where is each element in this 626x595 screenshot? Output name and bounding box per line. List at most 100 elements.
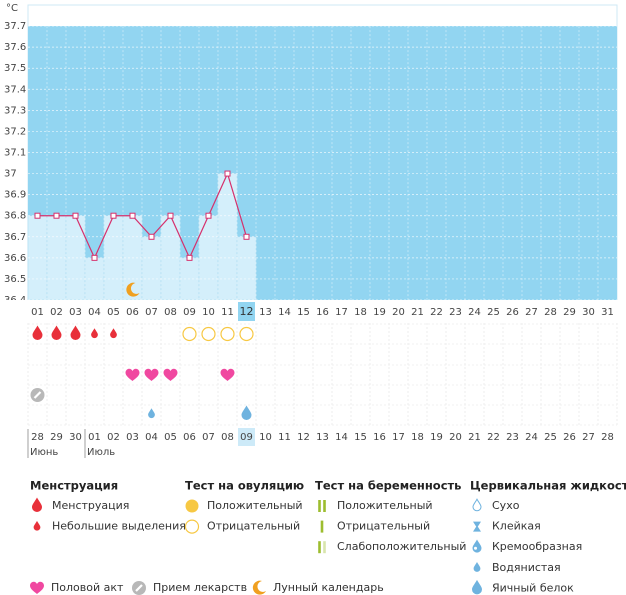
cycle-day-label: 18: [411, 432, 424, 443]
cycle-day-label: 04: [145, 432, 158, 443]
x-tick-label: 31: [601, 307, 614, 318]
legend-label: Небольшие выделения: [52, 520, 186, 533]
pill-stripe: [33, 391, 42, 399]
heart: [163, 368, 178, 381]
cycle-day-label: 20: [449, 432, 462, 443]
cycle-day-label: 29: [50, 432, 63, 443]
legend-title: Менструация: [30, 479, 118, 493]
x-tick-label: 24: [468, 307, 481, 318]
temperature-point: [91, 254, 98, 261]
x-tick-label: 03: [69, 307, 82, 318]
ring: [184, 519, 200, 534]
legend-label: Положительный: [207, 499, 303, 512]
drop: [70, 325, 81, 340]
x-tick-label: 20: [392, 307, 405, 318]
cycle-today-cell: [238, 428, 255, 446]
legend-icon: [132, 581, 146, 595]
drop-spot: [474, 546, 477, 550]
test-bar: [318, 541, 321, 554]
cycle-day-label: 01: [88, 432, 101, 443]
legend-label: Лунный календарь: [273, 581, 384, 594]
cycle-day-label: 15: [354, 432, 367, 443]
x-tick-label: 15: [297, 307, 310, 318]
legend-icon: [472, 498, 482, 512]
x-tick-label: 09: [183, 307, 196, 318]
x-tick-label: 19: [373, 307, 386, 318]
x-tick-label: 28: [544, 307, 557, 318]
event-icon: [163, 368, 178, 381]
drop: [148, 408, 155, 419]
cycle-day-label: 07: [202, 432, 215, 443]
y-tick-label: 37.4: [4, 84, 26, 95]
heart: [144, 368, 159, 381]
cycle-day-label: 14: [335, 432, 348, 443]
x-tick-label: 08: [164, 307, 177, 318]
y-tick-label: 36.7: [4, 232, 26, 243]
cycle-day-label: 17: [392, 432, 405, 443]
legend-icon: [320, 520, 324, 533]
x-tick-label: 12: [240, 305, 254, 318]
y-tick-label: 36.6: [4, 253, 26, 264]
legend-icon: [318, 500, 326, 512]
legend-label: Слабоположительный: [337, 540, 466, 553]
drop: [51, 325, 62, 340]
cycle-day-label: 28: [601, 432, 614, 443]
x-tick-label: 16: [316, 307, 329, 318]
cycle-day-label: 19: [430, 432, 443, 443]
event-icon: [201, 326, 216, 342]
legend-title: Тест на беременность: [315, 479, 461, 493]
x-tick-label: 02: [50, 307, 63, 318]
temperature-point: [110, 212, 117, 219]
event-icon: [220, 368, 235, 381]
event-icon: [125, 368, 140, 381]
x-tick-label: 17: [335, 307, 348, 318]
test-bar: [318, 500, 321, 512]
cycle-day-label: 10: [259, 432, 272, 443]
drop: [472, 498, 482, 512]
legend-icon: [472, 579, 482, 595]
x-tick-label: 10: [202, 307, 215, 318]
cycle-day-label: 09: [240, 432, 253, 443]
drop: [241, 405, 252, 420]
legend-label: Отрицательный: [207, 520, 300, 533]
legend-label: Клейкая: [492, 520, 541, 533]
x-tick-label: 01: [31, 307, 44, 318]
pill-stripe: [135, 584, 143, 592]
legend-title: Цервикальная жидкость: [470, 479, 626, 493]
cycle-day-label: 23: [506, 432, 519, 443]
heart: [220, 368, 235, 381]
temperature-point: [129, 212, 136, 219]
cycle-day-label: 08: [221, 432, 234, 443]
legend-title: Тест на овуляцию: [185, 479, 304, 493]
test-bar: [323, 541, 326, 554]
cycle-day-label: 06: [183, 432, 196, 443]
x-tick-label: 21: [411, 307, 424, 318]
moon: [126, 282, 140, 297]
event-icon: [91, 328, 98, 339]
temperature-line: [37, 171, 248, 260]
x-tick-label: 22: [430, 307, 443, 318]
y-tick-label: 37.5: [4, 63, 26, 74]
cycle-day-label: 30: [69, 432, 82, 443]
temperature-point: [167, 212, 174, 219]
event-icon: [51, 325, 62, 340]
x-tick-label: 06: [126, 307, 139, 318]
y-tick-label: 37.2: [4, 126, 26, 137]
legend-label: Сухо: [492, 499, 520, 512]
ring: [201, 326, 216, 342]
temperature-point: [205, 212, 212, 219]
cycle-day-label: 28: [31, 432, 44, 443]
cycle-day-label: 02: [107, 432, 120, 443]
cycle-day-label: 05: [164, 432, 177, 443]
x-tick-label: 13: [259, 307, 272, 318]
drop: [32, 325, 43, 340]
temperature-point: [186, 254, 193, 261]
temperature-point: [34, 212, 41, 219]
x-tick-label: 26: [506, 307, 519, 318]
event-icon: [239, 326, 254, 342]
event-icon: [148, 408, 155, 419]
circle: [185, 499, 199, 513]
event-icon: [30, 388, 45, 402]
cycle-day-label: 21: [468, 432, 481, 443]
